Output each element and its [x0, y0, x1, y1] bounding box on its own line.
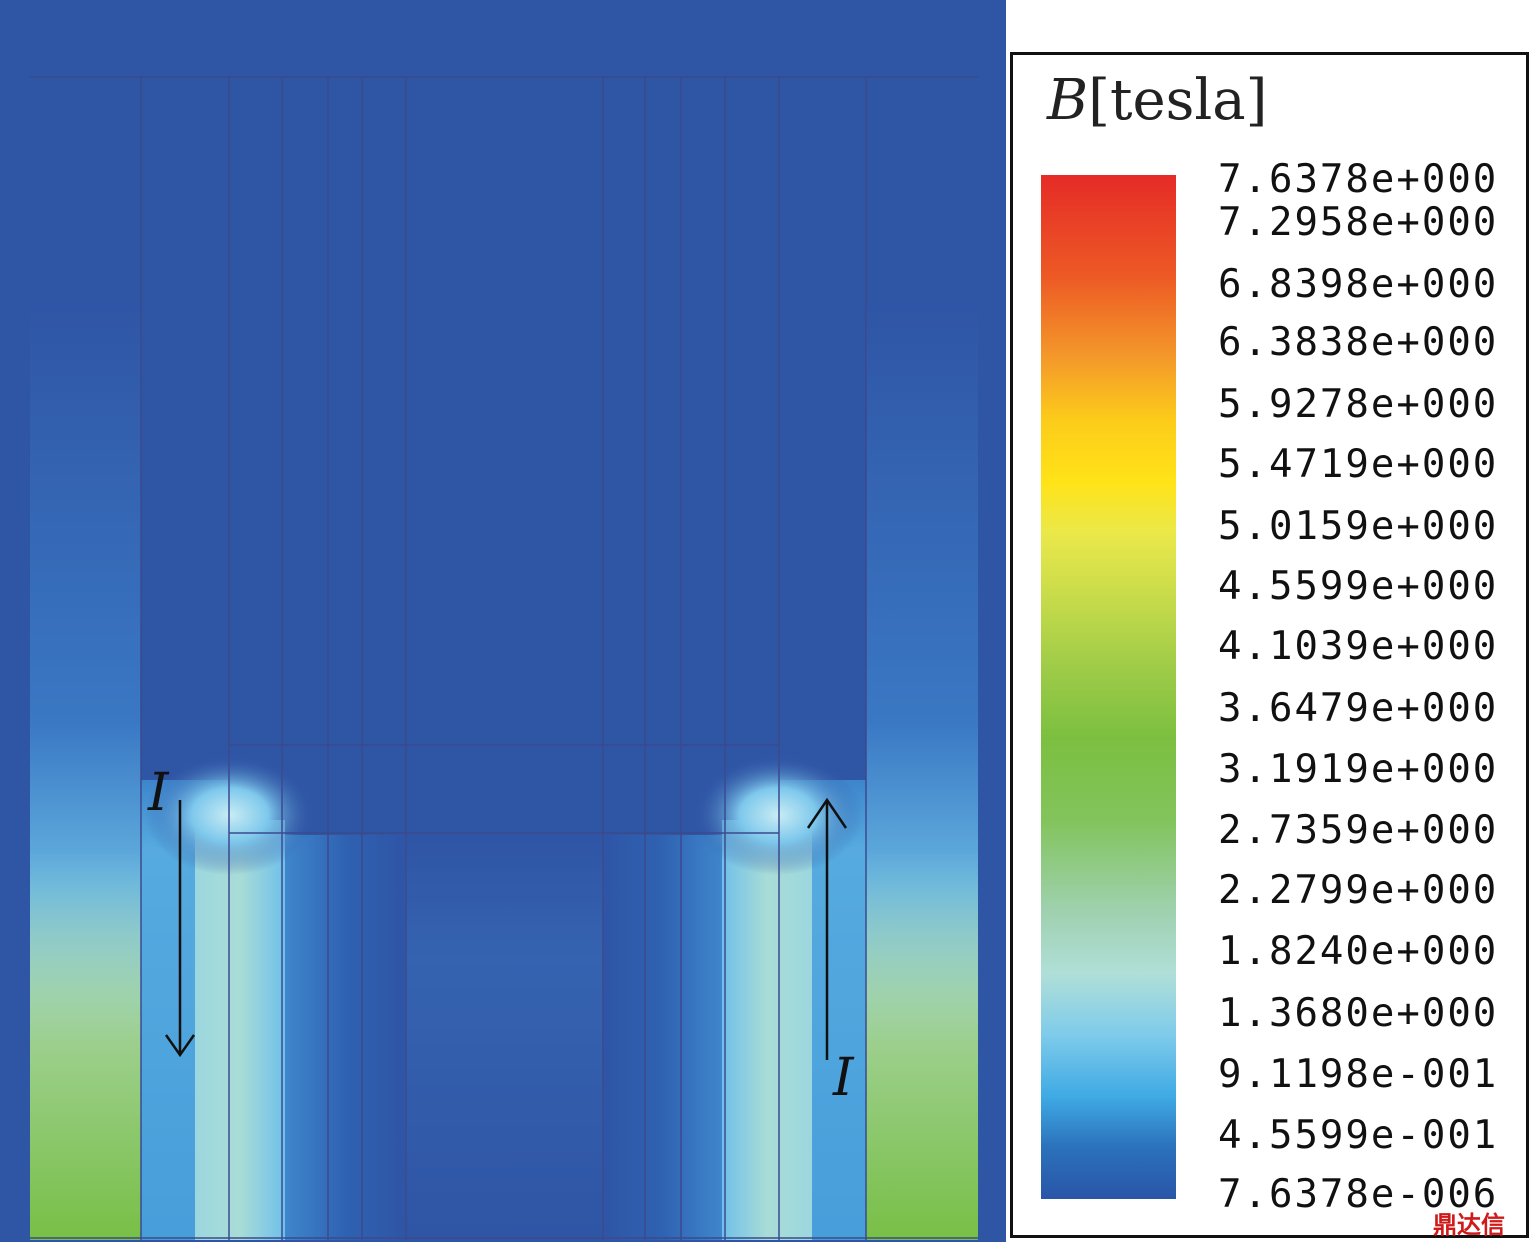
legend-tick-label: 4.5599e+000 [1218, 564, 1499, 609]
legend-tick-label: 6.8398e+000 [1218, 262, 1499, 307]
current-label-left: I [147, 763, 170, 823]
coil-right-inner [602, 835, 722, 1240]
geometry-outline [30, 76, 978, 1240]
current-arrow-right [806, 797, 848, 1060]
legend-tick-label: 9.1198e-001 [1218, 1052, 1499, 1097]
legend-tick-label: 3.6479e+000 [1218, 686, 1499, 731]
legend-title: B[tesla] [1047, 73, 1268, 129]
legend-tick-label: 4.5599e-001 [1218, 1113, 1499, 1158]
core-centre [405, 835, 603, 1240]
field-plot: I I [0, 0, 1006, 1242]
legend-tick-label: 7.6378e+000 [1218, 157, 1499, 202]
outer-region-right-high [866, 850, 978, 1240]
coil-right [722, 820, 812, 1240]
legend-tick-label: 1.8240e+000 [1218, 929, 1499, 974]
legend-tick-label: 7.2958e+000 [1218, 200, 1499, 245]
watermark-logo: 鼎达信 [1433, 1211, 1505, 1239]
legend-tick-label: 3.1919e+000 [1218, 747, 1499, 792]
coil-left [195, 820, 285, 1240]
legend-tick-label: 6.3838e+000 [1218, 320, 1499, 365]
legend-tick-label: 4.1039e+000 [1218, 624, 1499, 669]
coil-left-inner [285, 835, 405, 1240]
legend-variable: B [1047, 68, 1089, 133]
legend-unit: [tesla] [1088, 68, 1268, 133]
legend-tick-label: 2.7359e+000 [1218, 808, 1499, 853]
legend-tick-label: 5.9278e+000 [1218, 382, 1499, 427]
hotspot-right [693, 755, 863, 875]
colorbar [1041, 175, 1176, 1199]
legend-tick-label: 7.6378e-006 [1218, 1172, 1499, 1217]
legend-tick-label: 5.0159e+000 [1218, 504, 1499, 549]
current-label-right: I [832, 1048, 855, 1108]
outer-region-left-high [30, 850, 141, 1240]
legend-tick-label: 5.4719e+000 [1218, 442, 1499, 487]
legend-tick-label: 1.3680e+000 [1218, 991, 1499, 1036]
current-arrow-left [164, 800, 196, 1058]
legend-tick-label: 2.2799e+000 [1218, 868, 1499, 913]
color-legend: B[tesla] 7.6378e+000 7.2958e+000 6.8398e+0… [1010, 52, 1529, 1238]
hotspot-left [145, 755, 315, 875]
